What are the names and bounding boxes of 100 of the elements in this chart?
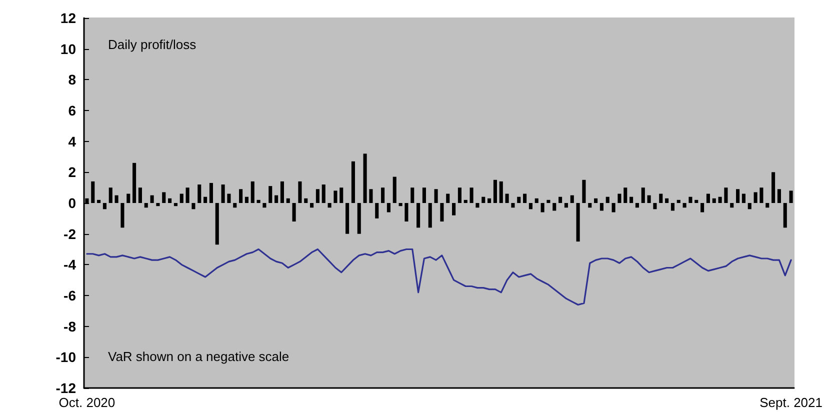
bar (523, 194, 527, 203)
bar (647, 195, 651, 203)
bar (670, 203, 674, 211)
y-tick-label: -8 (64, 318, 76, 334)
bar (198, 184, 202, 203)
bar (346, 203, 350, 234)
bar (215, 203, 219, 245)
bar (428, 203, 432, 228)
bar (552, 203, 556, 211)
bar (600, 203, 604, 211)
y-tick-label: -6 (64, 288, 76, 304)
bar (464, 200, 468, 203)
bar (168, 198, 172, 203)
bar (659, 194, 663, 203)
y-tick-label: 12 (60, 10, 76, 26)
bar (760, 188, 764, 203)
y-tick-label: -12 (56, 380, 76, 396)
bar (470, 188, 474, 203)
bar (624, 188, 628, 203)
bar (328, 203, 332, 208)
bar (594, 198, 598, 203)
bar (528, 203, 532, 210)
bar (694, 200, 698, 203)
annotation: VaR shown on a negative scale (108, 349, 290, 364)
bar (286, 198, 290, 203)
bar (274, 195, 278, 203)
bar (221, 184, 225, 203)
bar (162, 192, 166, 203)
bar (150, 195, 154, 203)
bar (120, 203, 124, 228)
bar (606, 196, 610, 203)
bar (493, 180, 497, 203)
bar (742, 194, 746, 203)
bar (91, 181, 95, 203)
annotation: Daily profit/loss (108, 37, 197, 52)
bar (612, 203, 616, 212)
bar (298, 181, 302, 203)
bar (280, 181, 284, 203)
bar (357, 203, 361, 234)
bar (772, 172, 776, 203)
bar (180, 194, 184, 203)
bar (292, 203, 296, 222)
bar (192, 203, 196, 210)
bar (416, 203, 420, 228)
bar (322, 184, 326, 203)
x-tick-label: Oct. 2020 (58, 395, 116, 410)
bar (676, 200, 680, 203)
bar (138, 188, 142, 203)
bar (718, 196, 722, 203)
bar (422, 188, 426, 203)
bar (126, 194, 130, 203)
bar (618, 194, 622, 203)
y-tick-label: 6 (68, 102, 76, 118)
bar (706, 194, 710, 203)
bar (748, 203, 752, 210)
bar (340, 188, 344, 203)
bar (564, 203, 568, 208)
bar (630, 196, 634, 203)
y-tick-label: -10 (56, 349, 76, 366)
bar (404, 203, 408, 222)
bar (381, 188, 385, 203)
bar (505, 194, 509, 203)
bar (363, 154, 367, 203)
bar (239, 189, 243, 203)
bar (576, 203, 580, 242)
bar (446, 194, 450, 203)
bar (777, 189, 781, 203)
bar (304, 198, 308, 203)
bar (392, 176, 396, 203)
bar (250, 181, 254, 203)
bar (186, 188, 190, 203)
bar (97, 200, 101, 203)
bar (635, 203, 639, 208)
bar (588, 203, 592, 208)
y-tick-label: 0 (68, 195, 76, 211)
bar (256, 200, 260, 203)
bar (452, 203, 456, 216)
bar (458, 188, 462, 203)
bar (482, 196, 486, 203)
bar (582, 180, 586, 203)
line-series (86, 248, 792, 306)
y-tick-label: 4 (68, 133, 76, 150)
bar (730, 203, 734, 208)
bar (789, 190, 793, 203)
bar (386, 203, 390, 212)
bar (174, 203, 178, 206)
bar (209, 182, 213, 203)
bar (334, 190, 338, 203)
bar (262, 203, 266, 208)
y-tick-label: 8 (68, 72, 76, 88)
bar (641, 188, 645, 203)
bar (665, 198, 669, 203)
bar (204, 196, 208, 203)
bar (558, 196, 562, 203)
bar (102, 203, 106, 210)
bar (227, 194, 231, 203)
bar (517, 196, 521, 203)
bar (511, 203, 515, 208)
bar (410, 188, 414, 203)
bar (144, 203, 148, 208)
